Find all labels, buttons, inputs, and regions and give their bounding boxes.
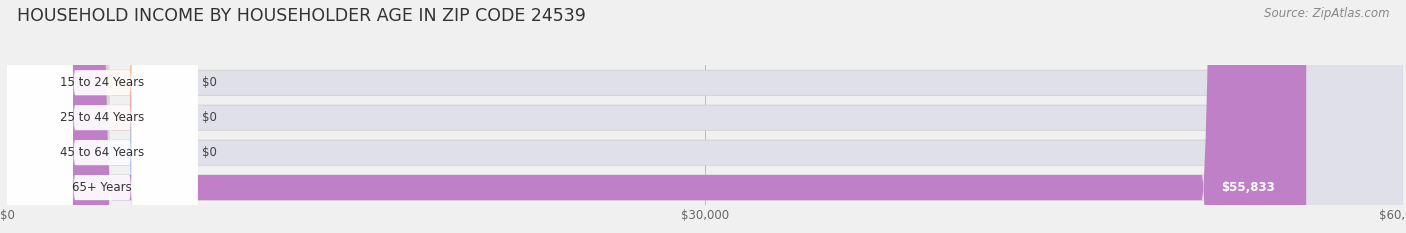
FancyBboxPatch shape [7,0,1306,233]
Text: 65+ Years: 65+ Years [72,181,132,194]
FancyBboxPatch shape [7,0,197,233]
FancyBboxPatch shape [7,0,197,233]
FancyBboxPatch shape [7,0,191,233]
FancyBboxPatch shape [7,0,1403,233]
Text: 25 to 44 Years: 25 to 44 Years [60,111,145,124]
Text: $55,833: $55,833 [1220,181,1275,194]
FancyBboxPatch shape [7,0,1403,233]
FancyBboxPatch shape [7,0,191,233]
Text: 15 to 24 Years: 15 to 24 Years [60,76,145,89]
Text: HOUSEHOLD INCOME BY HOUSEHOLDER AGE IN ZIP CODE 24539: HOUSEHOLD INCOME BY HOUSEHOLDER AGE IN Z… [17,7,586,25]
Text: $0: $0 [202,111,217,124]
FancyBboxPatch shape [7,0,191,233]
Text: $0: $0 [202,76,217,89]
Text: $0: $0 [202,146,217,159]
Text: Source: ZipAtlas.com: Source: ZipAtlas.com [1264,7,1389,20]
FancyBboxPatch shape [7,0,1403,233]
FancyBboxPatch shape [7,0,197,233]
FancyBboxPatch shape [7,0,197,233]
Text: 45 to 64 Years: 45 to 64 Years [60,146,145,159]
FancyBboxPatch shape [7,0,1403,233]
